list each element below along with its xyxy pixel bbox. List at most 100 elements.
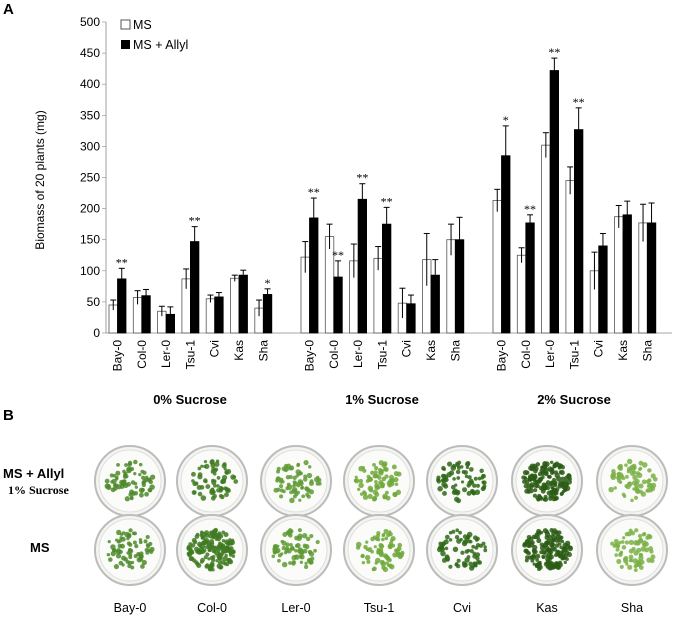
x-tick-label: Col-0 [327, 340, 341, 369]
x-tick-label: Tsu-1 [375, 340, 389, 370]
plate-bay-0 [94, 445, 166, 517]
x-tick-label: Tsu-1 [183, 340, 197, 370]
x-tick-label: Ler-0 [543, 340, 557, 368]
bar-ms-allyl [525, 222, 535, 334]
significance-marker: ** [573, 95, 585, 109]
bar-ms-allyl [622, 214, 632, 334]
legend: MS MS + Allyl [120, 18, 188, 52]
bar-ms-allyl [598, 245, 608, 334]
plate-photo-grid: MS + Allyl 1% Sucrose MS Bay-0 Col-0 Ler-0… [3, 445, 668, 615]
legend-label-ms: MS [133, 18, 152, 32]
x-tick-labels: Bay-0 Col-0 Ler-0 Tsu-1 Cvi Kas Sha Bay-0 Col-0 L… [111, 340, 655, 372]
significance-marker: ** [308, 185, 320, 199]
plate-col-0 [176, 445, 248, 517]
x-tick-label: Tsu-1 [567, 340, 581, 370]
row-sublabel-allyl: 1% Sucrose [8, 483, 69, 497]
x-tick-label: Kas [616, 340, 630, 361]
significance-marker: ** [524, 202, 536, 216]
bar-ms-allyl [549, 70, 559, 334]
bar-ms [614, 216, 624, 334]
y-tick-label: 0 [93, 326, 100, 340]
y-tick-label: 300 [80, 139, 100, 153]
legend-label-allyl: MS + Allyl [133, 38, 188, 52]
plate-sha [596, 514, 668, 586]
panel-b-letter: B [3, 407, 14, 424]
y-tick-label: 350 [80, 108, 100, 122]
cultivar-label: Col-0 [197, 601, 227, 615]
x-tick-label: Ler-0 [351, 340, 365, 368]
y-tick-label: 450 [80, 46, 100, 60]
cultivar-label: Sha [621, 601, 643, 615]
x-tick-label: Kas [424, 340, 438, 361]
plate-kas [511, 445, 583, 517]
x-tick-label: Bay-0 [303, 340, 317, 372]
x-tick-label: Bay-0 [111, 340, 125, 372]
bar-ms [516, 254, 527, 334]
plate-kas [511, 514, 583, 586]
plates [94, 445, 668, 586]
significance-marker: ** [116, 255, 128, 269]
legend-swatch-allyl [121, 40, 130, 49]
bar-ms [230, 277, 240, 334]
group-label: 2% Sucrose [537, 392, 611, 407]
bar-ms [565, 180, 575, 334]
x-tick-label: Kas [232, 340, 246, 361]
significance-marker: ** [548, 45, 560, 59]
row-label-ms: MS [30, 540, 50, 555]
x-tick-label: Bay-0 [495, 340, 509, 372]
cultivar-label: Tsu-1 [364, 601, 395, 615]
bar-ms-allyl [357, 198, 368, 334]
y-axis-label: Biomass of 20 plants (mg) [33, 110, 47, 249]
x-tick-label: Sha [256, 340, 270, 362]
plate-cvi [426, 445, 498, 517]
group-labels: 0% Sucrose 1% Sucrose 2% Sucrose [153, 392, 611, 407]
x-tick-label: Col-0 [519, 340, 533, 369]
group-label: 1% Sucrose [345, 392, 419, 407]
row-label-allyl: MS + Allyl [3, 466, 64, 481]
x-tick-label: Col-0 [135, 340, 149, 369]
x-tick-label: Sha [448, 340, 462, 362]
y-tick-label: 150 [80, 233, 100, 247]
cultivar-label: Cvi [453, 601, 471, 615]
y-tick-label: 50 [87, 295, 101, 309]
plate-cvi [426, 514, 498, 586]
plate-ler-0 [260, 514, 332, 586]
cultivar-label: Kas [536, 601, 558, 615]
significance-marker: ** [189, 214, 201, 228]
plate-tsu-1 [343, 445, 415, 517]
significance-marker: ** [381, 194, 393, 208]
bar-ms-allyl [574, 129, 584, 334]
y-tick-label: 100 [80, 264, 100, 278]
x-tick-label: Cvi [592, 340, 606, 357]
cultivar-labels: Bay-0 Col-0 Ler-0 Tsu-1 Cvi Kas Sha [114, 601, 643, 615]
significance-marker: ** [356, 171, 368, 185]
y-tick-label: 250 [80, 171, 100, 185]
plate-tsu-1 [343, 514, 415, 586]
bar-ms-allyl [262, 294, 273, 334]
significance-marker: * [503, 113, 509, 127]
bar-layer: ******************** [108, 45, 657, 334]
y-tick-label: 400 [80, 77, 100, 91]
cultivar-label: Bay-0 [114, 601, 147, 615]
panel-a-letter: A [3, 1, 14, 18]
significance-marker: * [265, 276, 271, 290]
group-label: 0% Sucrose [153, 392, 227, 407]
x-tick-label: Ler-0 [159, 340, 173, 368]
y-tick-label: 200 [80, 202, 100, 216]
plate-ler-0 [260, 445, 332, 517]
legend-swatch-ms [120, 19, 131, 30]
plate-bay-0 [94, 514, 166, 586]
significance-marker: ** [332, 248, 344, 262]
bar-ms-allyl [238, 274, 248, 334]
bar-ms [492, 200, 502, 334]
bar-ms-allyl [214, 296, 224, 334]
x-tick-label: Cvi [400, 340, 414, 357]
x-tick-label: Sha [640, 340, 654, 362]
x-tick-label: Cvi [208, 340, 222, 357]
cultivar-label: Ler-0 [281, 601, 310, 615]
bar-ms [541, 144, 551, 334]
bar-ms [205, 298, 216, 334]
y-tick-label: 500 [80, 15, 100, 29]
plate-sha [596, 445, 668, 517]
